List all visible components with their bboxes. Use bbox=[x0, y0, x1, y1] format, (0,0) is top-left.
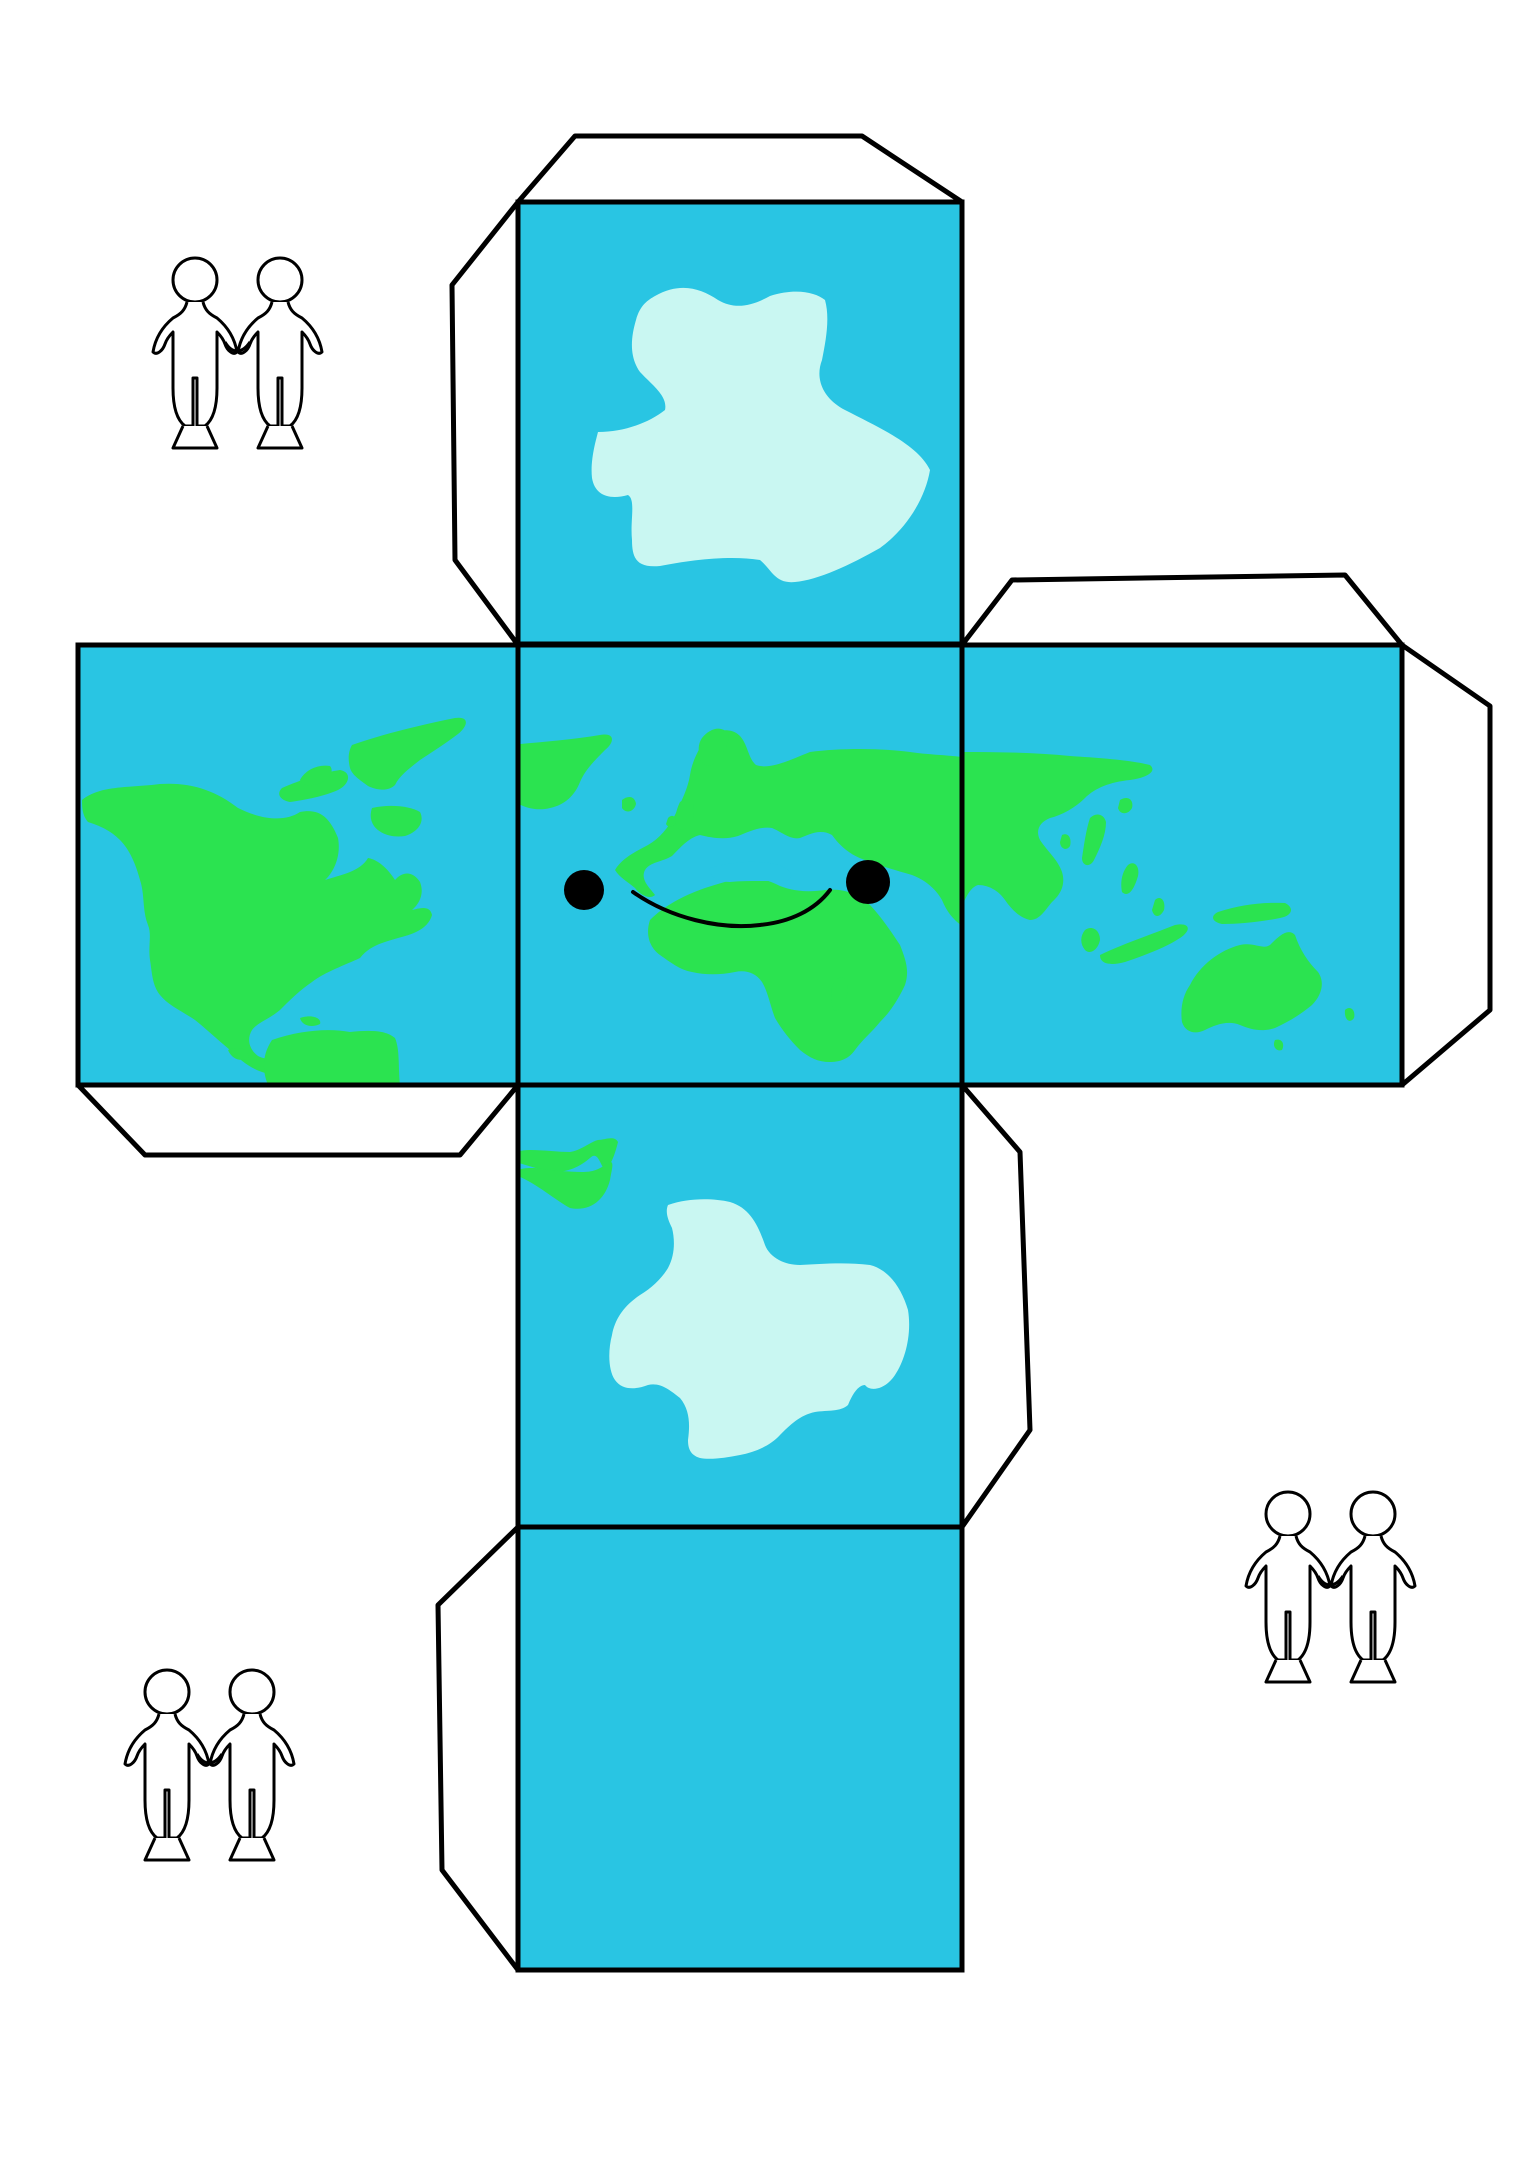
mediterranean-sea bbox=[709, 861, 792, 882]
americas-land bbox=[82, 717, 466, 1085]
south-america-tip bbox=[518, 1138, 618, 1172]
antarctica bbox=[609, 1199, 910, 1459]
eurasia bbox=[615, 730, 962, 926]
arctic-island-3 bbox=[300, 765, 332, 786]
iceland bbox=[622, 796, 636, 812]
arctic-island-2 bbox=[370, 805, 422, 837]
sulawesi bbox=[1152, 898, 1165, 916]
borneo bbox=[1100, 924, 1188, 964]
tab-top-left bbox=[449, 199, 521, 648]
left-face bbox=[75, 642, 521, 1088]
base-face bbox=[515, 1524, 965, 1973]
smiley-face bbox=[564, 860, 890, 929]
people-pair-icon bbox=[151, 256, 324, 450]
scandinavia bbox=[698, 728, 729, 766]
japan bbox=[1082, 814, 1106, 866]
south-america-patagonia bbox=[518, 1161, 613, 1209]
people-decorations bbox=[123, 256, 1417, 1862]
tab-right-upper bbox=[959, 572, 1405, 648]
left-eye bbox=[564, 870, 604, 910]
philippines bbox=[1121, 863, 1139, 895]
people-pair-icon bbox=[1244, 1490, 1417, 1684]
north-ice-cap bbox=[591, 287, 930, 583]
people-pair-icon bbox=[123, 1668, 296, 1862]
greenland-east bbox=[518, 734, 612, 810]
tab-left-lower bbox=[75, 1082, 521, 1158]
asia-east bbox=[962, 752, 1153, 920]
bottom-pole-face bbox=[515, 1082, 965, 1530]
right-eye bbox=[846, 860, 890, 904]
south-america-north bbox=[263, 1030, 400, 1085]
north-america bbox=[82, 783, 432, 1080]
center-face bbox=[515, 642, 965, 1088]
caribbean-1 bbox=[228, 1047, 249, 1060]
caribbean-2 bbox=[300, 1016, 321, 1026]
tab-bottom-right bbox=[959, 1082, 1033, 1530]
korea bbox=[1060, 834, 1071, 849]
sumatra bbox=[1081, 928, 1100, 952]
australia bbox=[1181, 932, 1322, 1033]
tasmania bbox=[1273, 1039, 1284, 1051]
greenland bbox=[348, 717, 466, 790]
new-guinea bbox=[1213, 902, 1292, 924]
ireland bbox=[666, 815, 676, 827]
tab-base-left bbox=[435, 1524, 521, 1973]
top-pole-face bbox=[515, 199, 965, 647]
asia-australia-land bbox=[962, 752, 1355, 1051]
smile-mouth bbox=[631, 888, 832, 929]
arctic-island-1 bbox=[279, 770, 349, 802]
kamchatka bbox=[1118, 797, 1133, 814]
tab-top-upper bbox=[515, 133, 965, 205]
right-face bbox=[959, 642, 1405, 1088]
new-zealand bbox=[1344, 1007, 1355, 1021]
madagascar bbox=[831, 977, 848, 1011]
tab-right-side bbox=[1399, 642, 1493, 1088]
great-britain bbox=[675, 799, 694, 830]
glue-tabs bbox=[75, 133, 1493, 1973]
